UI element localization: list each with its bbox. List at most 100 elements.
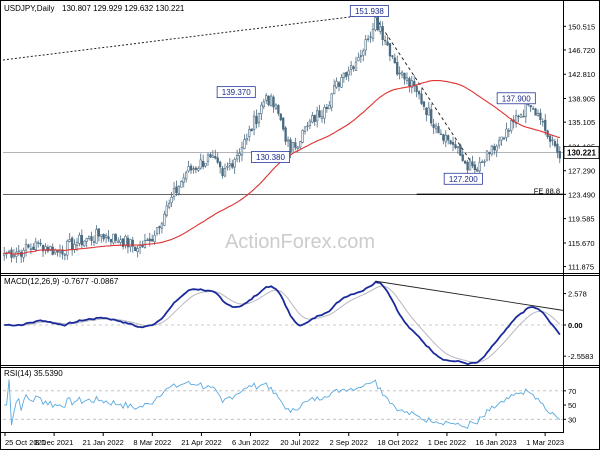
candle	[262, 101, 265, 107]
candle	[413, 81, 416, 87]
price-annotation-box	[216, 86, 256, 99]
candle	[490, 145, 494, 155]
candle	[27, 244, 30, 248]
candle	[70, 237, 74, 251]
candle	[328, 104, 331, 110]
candle	[294, 142, 297, 148]
candle	[553, 141, 557, 147]
rsi-header: RSI(14) 35.5390	[4, 369, 63, 378]
candle	[102, 234, 105, 240]
macd-panel: 2.578 0.00 -2.5583	[3, 280, 593, 366]
candle	[388, 43, 392, 57]
rsi-tick-label: 30	[568, 415, 576, 424]
x-tick-label: 8 Mar 2022	[133, 438, 171, 447]
candle	[41, 244, 45, 252]
fib-projection-line	[374, 17, 478, 172]
candle	[248, 129, 251, 138]
candle	[214, 156, 217, 159]
ohlc-readout: 130.807 129.929 129.632 130.221	[62, 4, 185, 13]
candle	[187, 166, 190, 172]
candle	[245, 138, 248, 141]
candle	[138, 245, 142, 248]
candle	[63, 254, 67, 256]
candle	[430, 109, 433, 124]
candle	[497, 140, 501, 146]
candle	[260, 104, 263, 115]
candle	[126, 237, 130, 248]
candle	[163, 213, 166, 226]
candle	[485, 150, 489, 161]
candle	[151, 238, 154, 242]
candle	[83, 240, 86, 247]
candle	[165, 205, 168, 216]
candle	[410, 80, 413, 88]
candle	[104, 234, 108, 238]
candle	[223, 168, 227, 177]
x-tick-label: 21 Jan 2022	[83, 438, 124, 447]
x-tick-label: 18 Oct 2022	[377, 438, 418, 447]
macd-line	[4, 281, 561, 366]
candle	[141, 245, 144, 248]
candle	[85, 238, 88, 242]
candle	[257, 113, 261, 123]
price-tick-label: 115.670	[568, 239, 595, 248]
last-price-badge	[563, 146, 600, 159]
candle	[272, 96, 275, 108]
candle	[228, 163, 231, 166]
candle	[320, 115, 324, 119]
candle	[531, 108, 535, 110]
x-tick-label: 1 Dec 2022	[428, 438, 466, 447]
candle	[427, 107, 430, 116]
candle	[216, 157, 219, 163]
candle	[500, 136, 503, 141]
candle	[279, 113, 282, 121]
candle	[172, 188, 176, 198]
candle	[471, 161, 474, 167]
candle	[335, 80, 338, 88]
candle	[243, 139, 246, 149]
x-tick-label: 16 Jan 2023	[475, 438, 516, 447]
candle	[464, 160, 467, 164]
candle	[466, 162, 469, 171]
candle	[146, 239, 149, 241]
price-tick-label: 138.905	[568, 95, 595, 104]
x-tick-label: 25 Oct 2021	[5, 438, 46, 447]
candle	[514, 115, 518, 124]
price-annotation: 139.370	[222, 88, 251, 97]
candle	[417, 91, 421, 95]
candle	[534, 108, 537, 116]
candle	[255, 115, 258, 125]
price-annotation-box	[443, 172, 483, 185]
candle	[211, 155, 215, 158]
candle	[92, 241, 96, 243]
candle	[396, 62, 399, 75]
candle	[265, 95, 268, 101]
candle	[177, 186, 181, 194]
candle	[306, 125, 309, 128]
candle	[345, 72, 348, 77]
candle	[238, 153, 241, 156]
candle	[541, 120, 544, 123]
candle	[277, 105, 280, 114]
candle	[95, 229, 98, 244]
candle	[359, 55, 362, 57]
candle	[337, 82, 341, 87]
candle	[434, 125, 438, 130]
candle	[58, 250, 62, 253]
candle	[121, 238, 125, 247]
candle	[32, 246, 35, 250]
candle	[354, 61, 358, 71]
candle	[347, 70, 350, 76]
candle	[519, 114, 523, 118]
candle	[323, 106, 326, 119]
candle	[544, 119, 547, 131]
candle	[197, 168, 200, 171]
candle	[311, 115, 314, 123]
candle	[303, 126, 307, 132]
candle	[493, 146, 496, 151]
candle	[340, 77, 343, 88]
last-price-label: 130.221	[567, 149, 596, 158]
candle	[379, 26, 382, 32]
candle	[235, 154, 239, 160]
